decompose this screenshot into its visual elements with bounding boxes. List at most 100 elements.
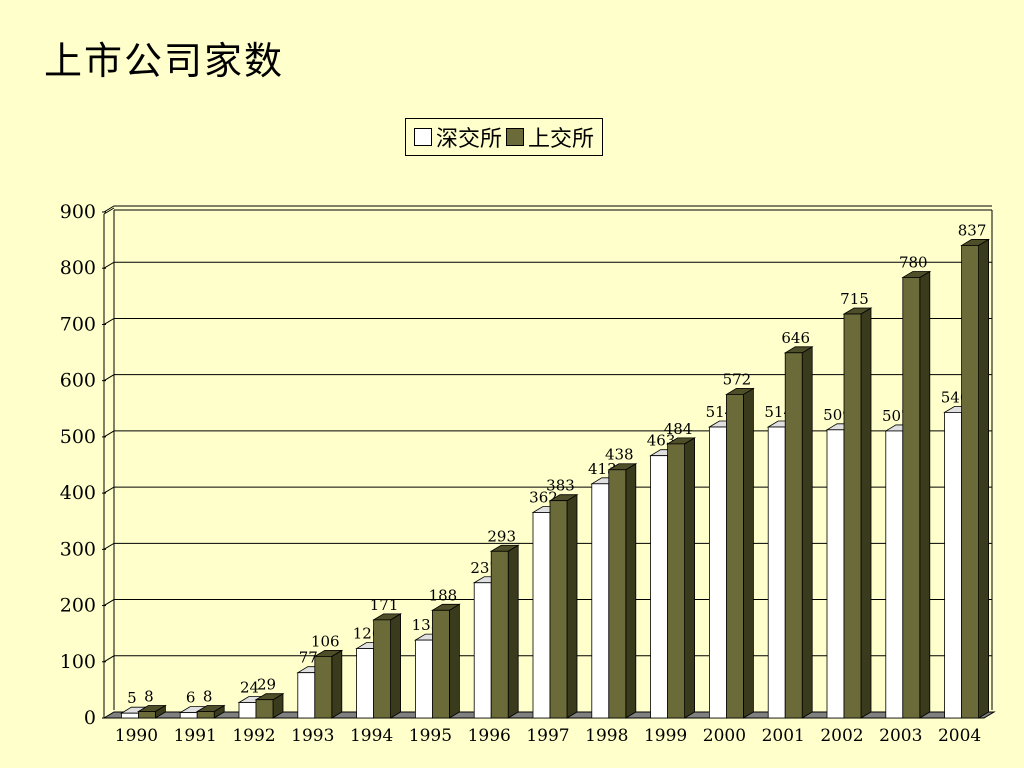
data-label: 715 [840, 290, 869, 308]
y-tick-label: 300 [60, 538, 96, 560]
data-label: 780 [899, 253, 928, 271]
bar [709, 426, 727, 719]
x-tick-label: 1990 [115, 726, 158, 746]
x-tick-label: 1993 [291, 726, 334, 746]
bar [473, 582, 492, 719]
bar [784, 352, 803, 719]
bar [179, 712, 198, 719]
y-tick-label: 200 [60, 595, 96, 617]
data-label: 188 [429, 586, 458, 604]
data-label: 8 [203, 688, 213, 706]
y-tick-label: 0 [84, 707, 96, 729]
bar [414, 639, 433, 719]
data-label: 106 [311, 632, 340, 650]
bar [196, 711, 215, 719]
gridline [103, 542, 992, 550]
y-axis-depth [103, 207, 115, 215]
x-tick-label: 1997 [526, 726, 569, 746]
bar-side [684, 437, 695, 719]
data-label: 293 [487, 527, 516, 545]
bar [238, 702, 257, 719]
bar-side [978, 238, 989, 719]
bar [726, 394, 744, 719]
data-label: 171 [370, 596, 399, 614]
bar [843, 313, 862, 719]
bar [767, 426, 786, 719]
gridline [103, 374, 992, 382]
legend-swatch-sh [506, 128, 525, 146]
bar [902, 277, 921, 719]
bar [121, 712, 139, 719]
bar-side [448, 603, 460, 719]
gridline [103, 486, 992, 494]
data-label: 29 [257, 676, 276, 694]
legend-item-sz: 深交所 [414, 121, 502, 153]
bar [490, 550, 509, 719]
bar-side [743, 387, 754, 719]
legend-swatch-sz [414, 128, 432, 146]
bar [297, 672, 316, 719]
y-tick-label: 600 [60, 370, 96, 392]
data-label: 6 [186, 689, 196, 707]
bar [944, 411, 962, 719]
bar [667, 443, 685, 719]
y-tick-label: 700 [60, 313, 96, 335]
bar [532, 512, 551, 719]
bar-side [331, 649, 343, 719]
x-tick-label: 2000 [703, 726, 746, 746]
bar-side [625, 463, 637, 719]
bar [885, 430, 904, 719]
y-tick-label: 100 [60, 651, 96, 673]
legend-label-sz: 深交所 [436, 127, 503, 152]
bar [431, 609, 450, 719]
bar [826, 429, 845, 719]
bar [650, 455, 668, 719]
page-title: 上市公司家数 [44, 39, 285, 83]
data-label: 484 [664, 420, 693, 438]
bar [255, 699, 274, 719]
data-label: 646 [781, 329, 810, 347]
x-tick-label: 2004 [938, 726, 981, 746]
gridline [103, 599, 992, 606]
gridline [103, 430, 992, 438]
legend-item-sh: 上交所 [506, 121, 594, 153]
data-label: 5 [127, 689, 137, 707]
chart-legend: 深交所 上交所 [405, 118, 604, 156]
legend-label-sh: 上交所 [528, 127, 595, 152]
y-tick-label: 400 [60, 482, 96, 504]
bar-side [919, 270, 931, 719]
y-tick-label: 800 [60, 257, 96, 279]
bar-side [801, 346, 813, 719]
bar-side [507, 544, 519, 719]
data-label: 837 [958, 221, 987, 239]
gridline [103, 205, 992, 213]
bar [608, 469, 627, 719]
gridline [103, 655, 992, 663]
bar [961, 245, 979, 719]
bar [549, 500, 568, 719]
x-tick-label: 1998 [585, 726, 628, 746]
x-tick-label: 2003 [879, 726, 922, 746]
x-tick-label: 1999 [644, 726, 687, 746]
x-tick-label: 2002 [820, 726, 863, 746]
x-tick-label: 1991 [174, 726, 217, 746]
data-label: 438 [605, 446, 634, 464]
bar-side [566, 493, 578, 719]
bar-side [390, 613, 402, 719]
data-label: 24 [240, 679, 259, 697]
gridline [103, 317, 992, 325]
bar [356, 648, 375, 719]
data-label: 77 [299, 649, 318, 667]
y-tick-label: 500 [60, 426, 96, 448]
x-tick-label: 1994 [350, 726, 393, 746]
gridline [103, 261, 992, 269]
bar-side [860, 307, 872, 719]
bar [591, 483, 610, 719]
x-tick-label: 1996 [468, 726, 511, 746]
data-label: 572 [723, 370, 752, 388]
bar [137, 711, 156, 719]
x-tick-label: 1992 [232, 726, 275, 746]
bar [314, 656, 333, 719]
data-label: 8 [144, 688, 154, 706]
